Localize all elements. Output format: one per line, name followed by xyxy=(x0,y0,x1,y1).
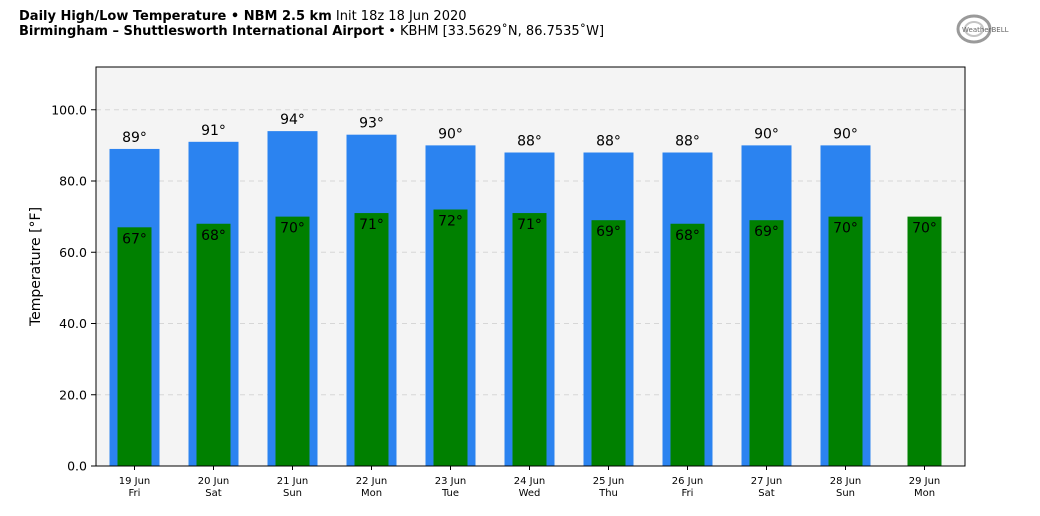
high-value-label: 89° xyxy=(122,130,147,146)
init-time: Init 18z 18 Jun 2020 xyxy=(335,9,467,24)
low-value-label: 70° xyxy=(280,221,305,237)
x-tick-day: Mon xyxy=(914,488,935,499)
x-tick-date: 22 Jun xyxy=(356,476,388,487)
y-tick-label: 80.0 xyxy=(59,174,87,189)
x-tick-day: Wed xyxy=(519,488,541,499)
y-tick-label: 40.0 xyxy=(59,316,87,331)
plot-frame xyxy=(95,66,966,467)
x-tick-date: 28 Jun xyxy=(830,476,862,487)
low-value-label: 71° xyxy=(517,217,542,233)
x-tick-date: 20 Jun xyxy=(198,476,230,487)
y-tick-label: 20.0 xyxy=(59,387,87,402)
high-value-label: 90° xyxy=(438,126,463,142)
x-tick-day: Sun xyxy=(836,488,855,499)
chart-header: Daily High/Low Temperature • NBM 2.5 km … xyxy=(19,9,604,39)
x-tick-date: 21 Jun xyxy=(277,476,309,487)
low-bar xyxy=(354,213,389,466)
low-bar xyxy=(275,216,310,466)
x-tick-date: 19 Jun xyxy=(119,476,151,487)
low-value-label: 70° xyxy=(912,221,937,237)
x-tick-day: Fri xyxy=(682,488,694,499)
high-value-label: 93° xyxy=(359,116,384,132)
x-tick-day: Tue xyxy=(441,488,459,499)
y-axis-label: Temperature [°F] xyxy=(28,207,44,327)
low-bar xyxy=(907,216,942,466)
low-bar xyxy=(828,216,863,466)
low-value-label: 71° xyxy=(359,217,384,233)
x-tick-date: 27 Jun xyxy=(751,476,783,487)
low-bar xyxy=(749,220,784,466)
x-tick-day: Fri xyxy=(129,488,141,499)
low-bar xyxy=(196,223,231,466)
high-value-label: 90° xyxy=(833,126,858,142)
y-tick-label: 100.0 xyxy=(51,102,87,117)
logo-text: WeatherBELL xyxy=(962,26,1009,34)
x-tick-date: 24 Jun xyxy=(514,476,546,487)
y-tick-label: 60.0 xyxy=(59,245,87,260)
low-value-label: 68° xyxy=(201,228,226,244)
x-tick-day: Mon xyxy=(361,488,382,499)
high-value-label: 88° xyxy=(675,134,700,150)
station-coords: • KBHM [33.5629˚N, 86.7535˚W] xyxy=(388,24,605,39)
high-value-label: 88° xyxy=(517,134,542,150)
low-value-label: 70° xyxy=(833,221,858,237)
low-bar xyxy=(512,213,547,466)
x-tick-day: Thu xyxy=(598,488,618,499)
high-value-label: 90° xyxy=(754,126,779,142)
chart-title: Daily High/Low Temperature • NBM 2.5 km xyxy=(19,9,332,24)
y-tick-label: 0.0 xyxy=(67,459,87,474)
low-value-label: 69° xyxy=(596,224,621,240)
weatherbell-logo: WeatherBELL xyxy=(956,14,1009,44)
title-line: Daily High/Low Temperature • NBM 2.5 km … xyxy=(19,9,604,24)
x-tick-day: Sun xyxy=(283,488,302,499)
high-value-label: 88° xyxy=(596,134,621,150)
x-tick-date: 23 Jun xyxy=(435,476,467,487)
low-value-label: 68° xyxy=(675,228,700,244)
x-tick-day: Sat xyxy=(205,488,221,499)
low-bar xyxy=(433,209,468,466)
low-bar xyxy=(670,223,705,466)
low-bar xyxy=(591,220,626,466)
low-value-label: 67° xyxy=(122,231,147,247)
x-tick-date: 29 Jun xyxy=(909,476,941,487)
x-tick-date: 25 Jun xyxy=(593,476,625,487)
low-value-label: 69° xyxy=(754,224,779,240)
station-name: Birmingham – Shuttlesworth International… xyxy=(19,24,385,39)
high-value-label: 94° xyxy=(280,112,305,128)
low-bar xyxy=(117,227,152,466)
x-tick-date: 26 Jun xyxy=(672,476,704,487)
low-value-label: 72° xyxy=(438,214,463,230)
high-value-label: 91° xyxy=(201,123,226,139)
location-line: Birmingham – Shuttlesworth International… xyxy=(19,24,604,39)
x-tick-day: Sat xyxy=(758,488,774,499)
